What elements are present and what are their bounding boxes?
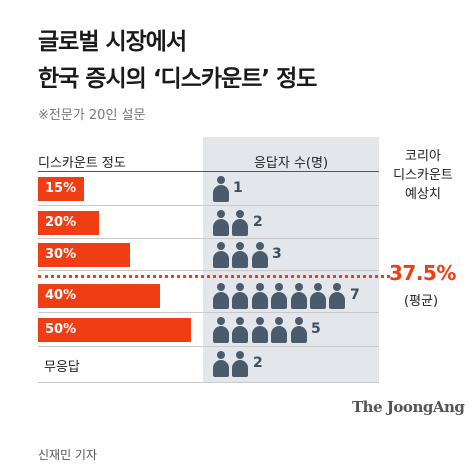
person-icon [213, 176, 229, 202]
respondent-count-2: 2 [253, 214, 263, 230]
row-divider [38, 346, 379, 347]
header-right-line-1: 코리아 [405, 149, 441, 164]
person-icon [329, 283, 345, 309]
bar-label: 20% [45, 215, 77, 230]
average-note: (평균) [404, 294, 439, 309]
person-icon [213, 317, 229, 343]
header-divider [38, 171, 379, 172]
person-icon [213, 242, 229, 268]
brand-logo: The JoongAng [352, 398, 465, 416]
chart-title-line-2: 한국 증시의 ‘디스카운트’ 정도 [38, 66, 317, 92]
average-line [38, 275, 390, 278]
person-icon [310, 283, 326, 309]
person-icon [291, 317, 307, 343]
respondent-count-1: 1 [233, 180, 243, 196]
no-response-label: 무응답 [44, 360, 80, 375]
bar-5: 50% [38, 318, 191, 342]
person-icon [213, 283, 229, 309]
row-divider [38, 238, 379, 239]
respondent-count-4: 7 [350, 287, 360, 303]
chart-subtitle: ※전문가 20인 설문 [38, 108, 146, 123]
person-icon [271, 317, 287, 343]
chart-title-line-1: 글로벌 시장에서 [38, 29, 187, 55]
respondent-count-3: 3 [272, 246, 282, 262]
header-right-line-2: 디스카운트 [393, 168, 453, 183]
person-icon [252, 242, 268, 268]
person-icon [252, 317, 268, 343]
row-divider [38, 382, 379, 383]
person-icon [213, 210, 229, 236]
bar-4: 40% [38, 284, 160, 308]
bar-3: 30% [38, 243, 130, 267]
bar-2: 20% [38, 211, 99, 235]
person-icon [232, 242, 248, 268]
respondent-count-5: 5 [311, 321, 321, 337]
average-value: 37.5% [389, 261, 456, 285]
bar-label: 40% [45, 288, 77, 303]
row-divider [38, 270, 379, 271]
header-respondents: 응답자 수(명) [253, 156, 329, 171]
bar-label: 30% [45, 247, 77, 262]
bar-1: 15% [38, 177, 84, 201]
person-icon [232, 317, 248, 343]
row-divider [38, 205, 379, 206]
person-icon [291, 283, 307, 309]
bar-label: 15% [45, 181, 77, 196]
header-right-line-3: 예상치 [405, 187, 441, 202]
person-icon [232, 210, 248, 236]
author-credit: 신재민 기자 [38, 448, 98, 462]
person-icon [213, 351, 229, 377]
respondent-count-6: 2 [253, 355, 263, 371]
person-icon [271, 283, 287, 309]
person-icon [252, 283, 268, 309]
bar-label: 50% [45, 322, 77, 337]
header-discount-level: 디스카운트 정도 [38, 156, 126, 171]
person-icon [232, 351, 248, 377]
person-icon [232, 283, 248, 309]
header-korea-discount-estimate: 코리아 디스카운트 예상치 [386, 147, 460, 204]
row-divider [38, 312, 379, 313]
